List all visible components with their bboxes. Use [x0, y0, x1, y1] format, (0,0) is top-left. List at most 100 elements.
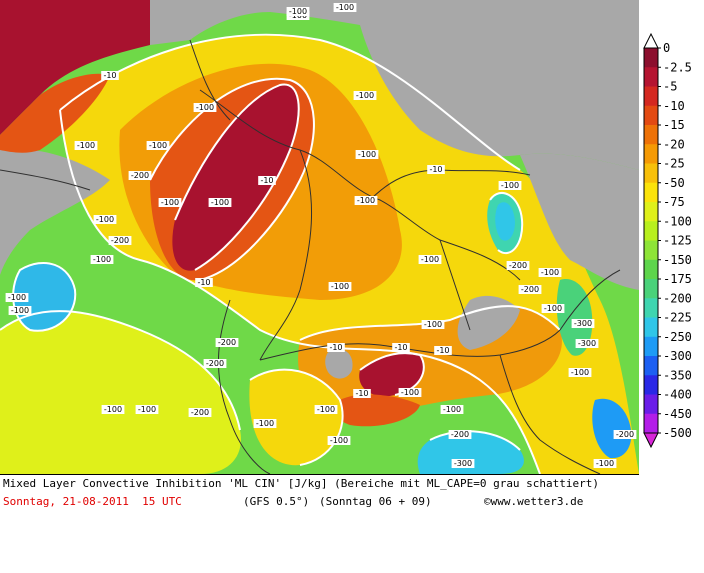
svg-text:-100: -100 — [211, 198, 229, 207]
footer-info-line: Sonntag, 21-08-2011 15 UTC (GFS 0.5°) (S… — [3, 495, 635, 573]
svg-text:-10: -10 — [436, 346, 449, 355]
contour-label: -100 — [333, 3, 357, 12]
svg-text:-10: -10 — [197, 278, 210, 287]
contour-label: -100 — [286, 7, 310, 16]
svg-text:-100: -100 — [356, 91, 374, 100]
legend-swatch — [644, 317, 658, 338]
svg-text:-300: -300 — [574, 319, 592, 328]
contour-label: -100 — [135, 405, 159, 414]
svg-text:-100: -100 — [424, 320, 442, 329]
svg-text:-10: -10 — [103, 71, 116, 80]
cin-south-red — [334, 394, 420, 427]
legend-label: -20 — [663, 137, 685, 151]
svg-text:-200: -200 — [521, 285, 539, 294]
contour-line — [59, 109, 541, 475]
legend-label: -25 — [663, 157, 685, 171]
contour-label: -300 — [571, 319, 595, 328]
contour-line — [429, 430, 521, 451]
color-legend: 0 -2.5 -5 -10 -15 -20 -25 -50 -75 -100 -125 -150 -17… — [639, 0, 704, 474]
svg-text:-300: -300 — [454, 459, 472, 468]
svg-text:-100: -100 — [256, 419, 274, 428]
contour-line — [489, 191, 524, 255]
legend-swatch — [644, 394, 658, 415]
cin-far-se-blue — [592, 398, 632, 459]
svg-text:-100: -100 — [544, 304, 562, 313]
contour-label: -100 — [541, 304, 565, 313]
contour-label: -100 — [101, 405, 125, 414]
legend-swatch — [644, 413, 658, 434]
copyright-link[interactable]: ©www.wetter3.de — [484, 495, 584, 508]
border-line — [0, 169, 91, 191]
contour-label: -100 — [158, 198, 182, 207]
svg-text:-10: -10 — [260, 176, 273, 185]
svg-text:-100: -100 — [401, 388, 419, 397]
contour-label: -200 — [613, 430, 637, 439]
svg-text:-100: -100 — [149, 141, 167, 150]
legend-swatch — [644, 298, 658, 318]
legend-swatch — [644, 48, 658, 68]
map-footer: Mixed Layer Convective Inhibition 'ML CI… — [0, 474, 639, 514]
contour-label: -200 — [128, 171, 152, 180]
legend-bottom-arrow — [643, 432, 659, 449]
svg-text:-100: -100 — [93, 255, 111, 264]
svg-text:-100: -100 — [104, 405, 122, 414]
contour-label: -200 — [203, 359, 227, 368]
svg-text:-100: -100 — [138, 405, 156, 414]
legend-label: -75 — [663, 195, 685, 209]
cin-se-blue — [417, 431, 524, 474]
legend-swatch — [644, 356, 658, 376]
model-name: (GFS 0.5°) — [243, 495, 310, 508]
svg-text:-100: -100 — [358, 150, 376, 159]
legend-swatch — [644, 105, 658, 126]
contour-line — [299, 305, 561, 341]
svg-text:-200: -200 — [191, 408, 209, 417]
contour-label: -100 — [440, 405, 464, 414]
legend-label: -100 — [663, 214, 692, 228]
legend-swatch — [644, 163, 658, 184]
legend-swatch — [644, 375, 658, 395]
legend-label: -400 — [663, 388, 692, 402]
cin-map: -10 -100 -100 -100 -10 -100 -100 -200 -100 -10 -10… — [0, 0, 639, 475]
legend-swatch — [644, 336, 658, 357]
legend-label: -225 — [663, 311, 692, 325]
svg-text:-200: -200 — [131, 171, 149, 180]
legend-swatch — [644, 240, 658, 261]
contour-label: -100 — [74, 141, 98, 150]
legend-top-arrow — [643, 32, 659, 49]
legend-swatch — [644, 86, 658, 107]
border-line — [217, 299, 271, 475]
legend-swatch — [644, 67, 658, 87]
svg-text:-200: -200 — [451, 430, 469, 439]
legend-label: -175 — [663, 272, 692, 286]
legend-label: -50 — [663, 176, 685, 190]
contour-label: -10 — [434, 346, 452, 355]
contour-label: -100 — [146, 141, 170, 150]
legend-svg: 0 -2.5 -5 -10 -15 -20 -25 -50 -75 -100 -125 -150 -17… — [643, 32, 692, 449]
border-line — [439, 239, 471, 331]
legend-swatch — [644, 221, 658, 241]
legend-swatch — [644, 125, 658, 145]
svg-text:-200: -200 — [111, 236, 129, 245]
legend-label: -150 — [663, 253, 692, 267]
contour-label: -100 — [90, 255, 114, 264]
svg-text:-100: -100 — [357, 196, 375, 205]
contour-line — [359, 352, 425, 396]
cin-core-darkred — [172, 84, 299, 271]
svg-text:-100: -100 — [571, 368, 589, 377]
svg-text:-100: -100 — [331, 282, 349, 291]
svg-text:-10: -10 — [355, 389, 368, 398]
legend-label: 0 — [663, 41, 670, 55]
contour-label: -100 — [355, 150, 379, 159]
contour-label: -10 — [195, 278, 213, 287]
map-svg: -10 -100 -100 -100 -10 -100 -100 -200 -100 -10 -10… — [0, 0, 639, 475]
svg-text:-100: -100 — [8, 293, 26, 302]
contour-label: -200 — [506, 261, 530, 270]
legend-label: -15 — [663, 118, 685, 132]
contour-label: -100 — [568, 368, 592, 377]
contour-line — [59, 33, 521, 171]
svg-text:-100: -100 — [501, 181, 519, 190]
contour-label: -200 — [518, 285, 542, 294]
legend-label: -500 — [663, 426, 692, 440]
border-line — [499, 354, 601, 475]
contour-label: -100 — [538, 268, 562, 277]
